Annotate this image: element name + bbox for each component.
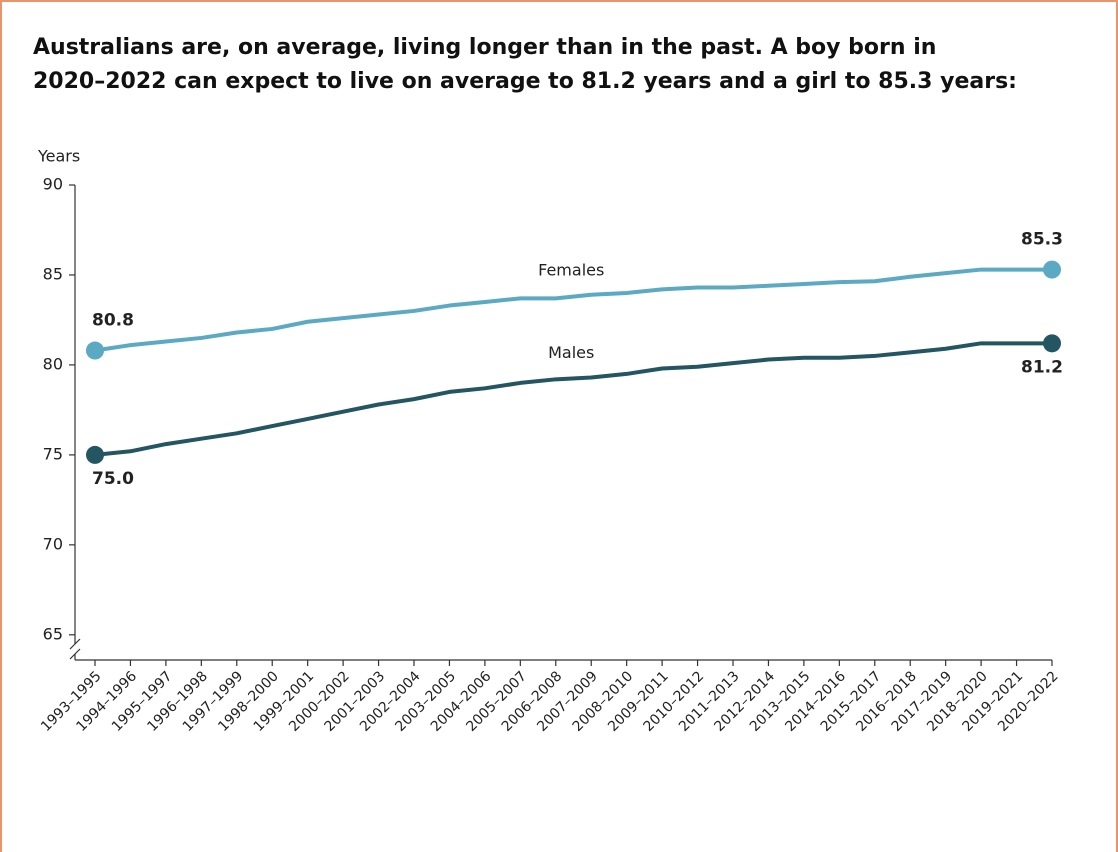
end-point <box>1043 334 1061 353</box>
y-tick-label: 65 <box>43 624 63 643</box>
series-label: Females <box>538 260 604 279</box>
y-tick-label: 80 <box>43 354 63 373</box>
y-tick-label: 85 <box>43 264 63 283</box>
end-point <box>86 341 104 360</box>
chart-title: 2020–2022 can expect to live on average … <box>33 69 1017 94</box>
data-label: 75.0 <box>92 469 134 489</box>
axis-break <box>69 638 81 650</box>
y-axis-label: Years <box>37 147 80 166</box>
series-label: Males <box>548 343 594 362</box>
data-label: 81.2 <box>1021 357 1063 377</box>
end-point <box>86 445 104 464</box>
y-tick-label: 70 <box>43 534 63 553</box>
line-0 <box>94 267 1052 353</box>
data-label: 85.3 <box>1021 230 1063 250</box>
axis-break <box>69 648 81 660</box>
y-tick-label: 75 <box>43 444 63 463</box>
end-point <box>1043 260 1061 279</box>
y-tick-label: 90 <box>43 175 63 194</box>
line-1 <box>94 341 1052 457</box>
data-label: 80.8 <box>92 311 134 331</box>
chart-title: Australians are, on average, living long… <box>33 35 936 60</box>
